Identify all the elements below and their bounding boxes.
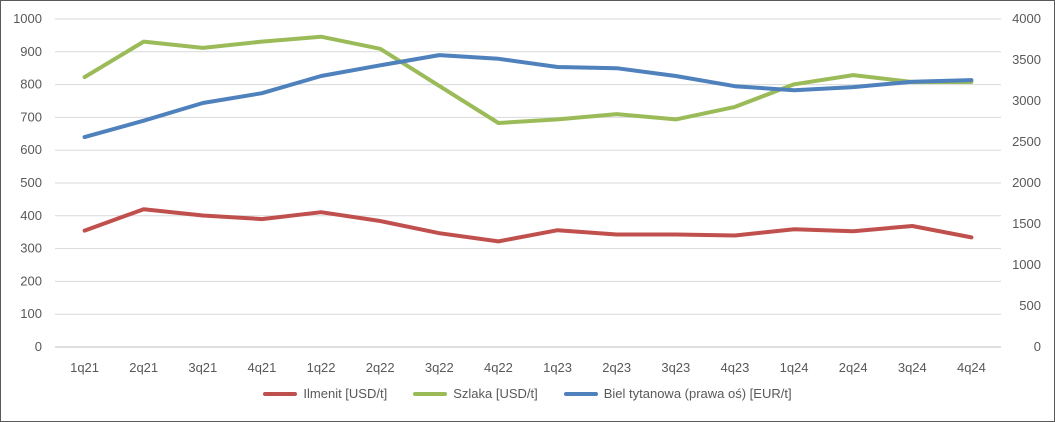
legend-label-ilmenit: Ilmenit [USD/t] — [303, 386, 388, 401]
x-tick-label: 4q21 — [247, 360, 276, 375]
legend-label-biel-tytanowa: Biel tytanowa (prawa oś) [EUR/t] — [603, 386, 792, 401]
x-tick-label: 2q22 — [366, 360, 395, 375]
x-tick-label: 2q24 — [839, 360, 868, 375]
x-tick-label: 4q24 — [957, 360, 986, 375]
legend-item-biel-tytanowa: Biel tytanowa (prawa oś) [EUR/t] — [563, 386, 792, 401]
left-tick-label: 500 — [20, 175, 42, 190]
x-tick-label: 4q22 — [484, 360, 513, 375]
right-tick-label: 1500 — [1012, 216, 1041, 231]
x-axis-ticks: 1q21 2q21 3q21 4q21 1q22 2q22 3q22 4q22 1q23 2q23… — [70, 360, 986, 375]
left-tick-label: 700 — [20, 109, 42, 124]
left-tick-label: 1000 — [13, 11, 42, 26]
right-axis-ticks: 0 500 1000 1500 2000 2500 3000 3500 4000 — [1012, 11, 1041, 354]
left-tick-label: 600 — [20, 142, 42, 157]
series-line-2 — [82, 53, 974, 140]
right-tick-label: 4000 — [1012, 11, 1041, 26]
legend-label-szlaka: Szlaka [USD/t] — [453, 386, 538, 401]
right-tick-label: 500 — [1019, 298, 1041, 313]
x-tick-label: 2q21 — [129, 360, 158, 375]
legend-swatch-biel-tytanowa — [563, 391, 598, 396]
gridlines — [55, 18, 1001, 348]
series-line-0 — [82, 207, 974, 244]
right-tick-label: 3000 — [1012, 93, 1041, 108]
right-tick-label: 0 — [1034, 339, 1041, 354]
left-tick-label: 0 — [35, 339, 42, 354]
x-tick-label: 1q21 — [70, 360, 99, 375]
x-tick-label: 2q23 — [602, 360, 631, 375]
right-tick-label: 1000 — [1012, 257, 1041, 272]
x-tick-label: 1q24 — [780, 360, 809, 375]
x-tick-label: 4q23 — [720, 360, 749, 375]
legend-swatch-ilmenit — [263, 391, 298, 396]
series-line-1 — [82, 34, 974, 125]
left-tick-label: 300 — [20, 241, 42, 256]
x-tick-label: 1q22 — [307, 360, 336, 375]
left-tick-label: 100 — [20, 306, 42, 321]
right-tick-label: 2000 — [1012, 175, 1041, 190]
left-axis-ticks: 0 100 200 300 400 500 600 700 800 900 1000 — [13, 11, 42, 354]
left-tick-label: 400 — [20, 208, 42, 223]
x-tick-label: 3q23 — [661, 360, 690, 375]
left-tick-label: 200 — [20, 273, 42, 288]
legend-swatch-szlaka — [413, 391, 448, 396]
series-lines — [82, 34, 974, 244]
right-tick-label: 3500 — [1012, 52, 1041, 67]
x-tick-label: 3q24 — [898, 360, 927, 375]
x-tick-label: 1q23 — [543, 360, 572, 375]
x-tick-label: 3q21 — [188, 360, 217, 375]
legend-item-szlaka: Szlaka [USD/t] — [413, 386, 538, 401]
legend: Ilmenit [USD/t] Szlaka [USD/t] Biel tyta… — [1, 386, 1054, 401]
right-tick-label: 2500 — [1012, 134, 1041, 149]
left-tick-label: 800 — [20, 77, 42, 92]
x-tick-label: 3q22 — [425, 360, 454, 375]
legend-item-ilmenit: Ilmenit [USD/t] — [263, 386, 387, 401]
left-tick-label: 900 — [20, 44, 42, 59]
